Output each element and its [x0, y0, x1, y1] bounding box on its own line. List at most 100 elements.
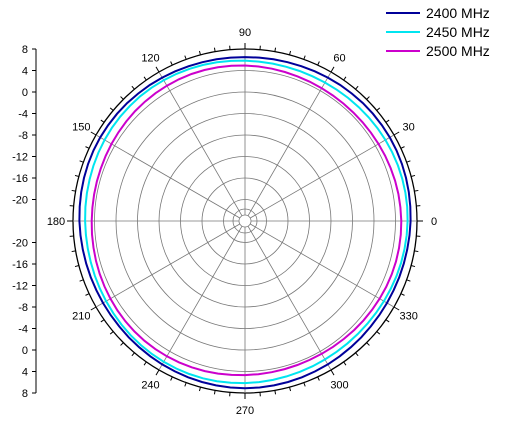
outer-tick-145 [100, 119, 105, 123]
angle-label-270: 270 [236, 405, 254, 417]
outer-tick-135 [120, 96, 124, 100]
angle-label-30: 30 [403, 122, 415, 134]
outer-tick-105 [198, 50, 201, 55]
radial-tick-label-0: 8 [22, 44, 28, 56]
outer-tick-205 [85, 293, 90, 296]
outer-tick-30 [393, 131, 400, 136]
outer-tick-310 [355, 352, 359, 357]
outer-tick-20 [406, 160, 411, 163]
radial-tick-label-4: -8 [18, 130, 28, 142]
outer-tick-120 [155, 66, 160, 73]
legend: 2400 MHz 2450 MHz 2500 MHz [386, 5, 490, 59]
outer-tick-70 [303, 55, 306, 60]
outer-tick-40 [376, 107, 381, 111]
outer-tick-10 [414, 189, 419, 192]
outer-tick-280 [274, 390, 277, 395]
outer-tick-260 [213, 390, 216, 395]
outer-tick-350 [414, 250, 419, 253]
outer-tick-100 [213, 47, 216, 52]
outer-tick-110 [184, 55, 187, 60]
angle-label-0: 0 [431, 216, 437, 228]
inner-ring-0 [238, 214, 252, 228]
outer-tick-130 [131, 85, 135, 90]
series-layer [78, 56, 412, 390]
spoke-240 [158, 225, 243, 371]
outer-tick-340 [406, 279, 411, 282]
outer-tick-335 [400, 293, 405, 296]
outer-tick-195 [74, 265, 79, 268]
outer-tick-285 [289, 387, 292, 392]
angle-label-120: 120 [141, 52, 159, 64]
outer-tick-140 [109, 107, 114, 111]
angle-label-240: 240 [141, 380, 159, 392]
radial-tick-label-15: 8 [22, 388, 28, 400]
spoke-330 [249, 223, 395, 308]
radial-tick-label-6: -16 [12, 173, 28, 185]
radial-tick-label-2: 0 [22, 87, 28, 99]
angle-label-180: 180 [47, 216, 65, 228]
angle-label-150: 150 [72, 122, 90, 134]
angle-labels: 0 30 60 90 120 150 180 210 240 270 300 330 [47, 27, 437, 417]
outer-tick-225 [120, 342, 124, 346]
radial-tick-label-3: -4 [18, 109, 28, 121]
series-line-1 [84, 59, 409, 385]
outer-tick-190 [71, 250, 76, 253]
outer-tick-150 [90, 131, 97, 136]
spoke-60 [247, 71, 332, 217]
outer-tick-255 [198, 387, 201, 392]
outer-tick-305 [343, 361, 347, 366]
spoke-150 [95, 134, 241, 219]
radial-tick-label-7: -20 [12, 195, 28, 207]
series-line-0 [78, 56, 412, 390]
angle-label-60: 60 [333, 52, 345, 64]
radial-tick-label-10: -12 [12, 281, 28, 293]
radial-tick-label-9: -16 [12, 259, 28, 271]
outer-tick-315 [366, 342, 370, 346]
angle-label-300: 300 [330, 380, 348, 392]
outer-tick-295 [317, 376, 320, 381]
spoke-120 [158, 71, 243, 217]
outer-tick-35 [385, 119, 390, 123]
angle-label-90: 90 [239, 27, 251, 39]
outer-tick-165 [74, 174, 79, 177]
polar-grid [67, 43, 423, 399]
legend-label-0: 2400 MHz [426, 5, 490, 21]
outer-tick-60 [330, 66, 335, 73]
spoke-210 [95, 223, 241, 308]
outer-tick-250 [184, 382, 187, 387]
outer-tick-325 [385, 319, 390, 323]
outer-tick-230 [131, 352, 135, 357]
outer-tick-125 [143, 76, 147, 81]
radial-tick-label-1: 4 [22, 66, 28, 78]
radial-axis: 8 4 0 -4 -8 -12 -16 -20 -20 -16 -12 -8 -4 0 4 8 [12, 44, 37, 400]
outer-tick-65 [317, 61, 320, 66]
outer-tick-25 [400, 146, 405, 149]
outer-tick-290 [303, 382, 306, 387]
series-line-2 [90, 64, 403, 377]
outer-tick-330 [393, 306, 400, 311]
outer-tick-240 [155, 369, 160, 376]
radial-tick-label-13: 0 [22, 345, 28, 357]
radial-tick-label-11: -8 [18, 302, 28, 314]
outer-tick-320 [376, 331, 381, 335]
outer-tick-155 [85, 146, 90, 149]
outer-tick-210 [90, 306, 97, 311]
outer-tick-170 [71, 189, 76, 192]
radial-tick-label-12: -4 [18, 324, 28, 336]
outer-tick-245 [170, 376, 173, 381]
outer-tick-345 [411, 265, 416, 268]
outer-tick-80 [274, 47, 277, 52]
spoke-300 [247, 225, 332, 371]
radial-tick-label-8: -20 [12, 238, 28, 250]
spoke-30 [249, 134, 395, 219]
legend-label-1: 2450 MHz [426, 24, 490, 40]
outer-tick-160 [79, 160, 84, 163]
angle-label-210: 210 [72, 311, 90, 323]
outer-tick-75 [289, 50, 292, 55]
radial-tick-label-5: -12 [12, 152, 28, 164]
outer-tick-55 [343, 76, 347, 81]
outer-tick-45 [366, 96, 370, 100]
legend-label-2: 2500 MHz [426, 43, 490, 59]
outer-tick-220 [109, 331, 114, 335]
